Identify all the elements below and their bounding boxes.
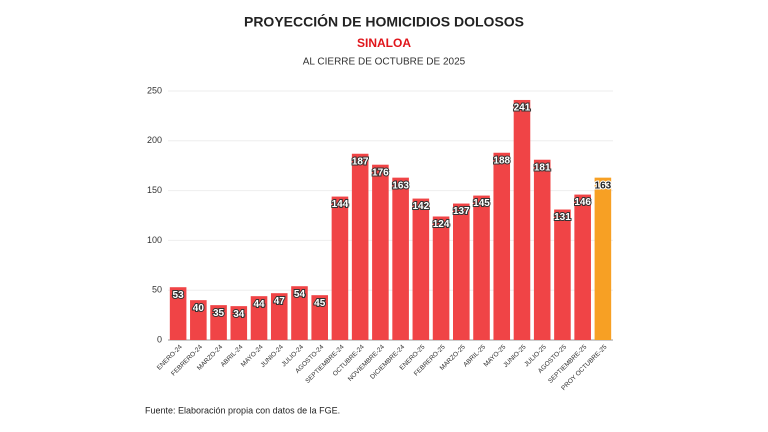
- y-tick-label: 50: [152, 285, 162, 295]
- bar: [473, 195, 490, 340]
- bar: [190, 300, 207, 340]
- bar: [574, 194, 591, 340]
- data-label: 163: [595, 180, 612, 191]
- bar: [210, 305, 227, 340]
- bar: [230, 306, 248, 340]
- data-label: 187: [352, 156, 369, 167]
- data-label: 35: [213, 308, 225, 319]
- bar: [513, 99, 531, 341]
- bar: [554, 209, 571, 340]
- source-note: Fuente: Elaboración propia con datos de …: [145, 405, 340, 415]
- bar: [594, 177, 612, 340]
- data-label: 124: [433, 219, 450, 230]
- bar: [533, 159, 551, 340]
- data-label: 176: [372, 167, 389, 178]
- bar: [331, 196, 349, 340]
- y-tick-label: 250: [147, 85, 162, 95]
- bar: [250, 296, 268, 340]
- y-tick-label: 100: [147, 235, 162, 245]
- data-label: 142: [412, 201, 429, 212]
- y-tick-label: 200: [147, 135, 162, 145]
- data-label: 44: [253, 299, 265, 310]
- bar: [311, 295, 328, 340]
- bar: [351, 153, 369, 340]
- bar: [372, 164, 389, 340]
- data-label: 137: [453, 206, 470, 217]
- bar: [453, 203, 470, 340]
- bar: [291, 286, 308, 340]
- bar: [392, 177, 409, 340]
- data-label: 40: [193, 303, 205, 314]
- data-label: 45: [314, 298, 326, 309]
- data-label: 34: [233, 309, 245, 320]
- bar: [493, 152, 511, 340]
- data-label: 145: [473, 198, 490, 209]
- y-tick-label: 0: [157, 334, 162, 344]
- data-label: 163: [392, 180, 409, 191]
- chart-title: PROYECCIÓN DE HOMICIDIOS DOLOSOS: [244, 13, 524, 30]
- data-label: 144: [332, 199, 349, 210]
- data-label: 47: [274, 296, 286, 307]
- data-label: 131: [554, 212, 571, 223]
- chart-note: AL CIERRE DE OCTUBRE DE 2025: [303, 57, 466, 68]
- data-label: 181: [534, 162, 551, 173]
- x-tick-label: NOVIEMBRE-24: [347, 343, 386, 382]
- bar: [412, 198, 430, 340]
- data-label: 54: [294, 289, 306, 300]
- bar: [432, 216, 450, 340]
- data-label: 188: [493, 155, 510, 166]
- bar: [270, 293, 288, 340]
- bar: [169, 287, 187, 340]
- y-tick-label: 150: [147, 185, 162, 195]
- data-label: 146: [574, 197, 591, 208]
- data-label: 241: [514, 103, 531, 114]
- chart-subtitle: SINALOA: [357, 36, 411, 50]
- data-label: 53: [173, 290, 185, 301]
